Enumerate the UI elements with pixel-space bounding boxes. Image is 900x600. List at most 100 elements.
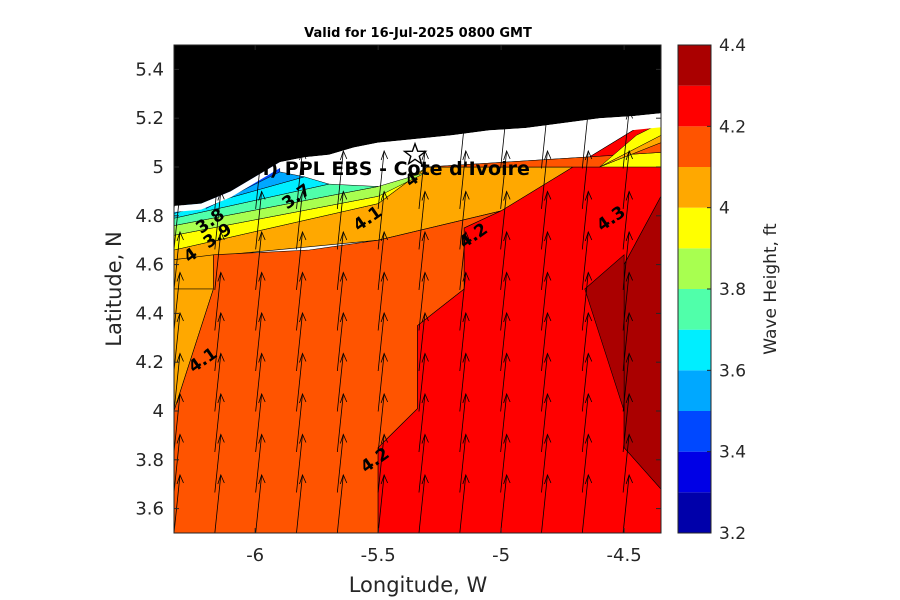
direction-arrow	[336, 272, 344, 331]
direction-arrow-head	[217, 392, 225, 404]
direction-arrow-head	[462, 230, 470, 242]
direction-arrow-head	[544, 433, 552, 444]
direction-arrow	[622, 474, 630, 533]
colorbar-tick-label: 4.4	[719, 36, 746, 56]
direction-arrow-head	[503, 433, 511, 444]
direction-arrow-head	[339, 271, 348, 282]
plot-area: 3.83.944.14.14.24.34.23.74(ONHYM) PPL EB…	[174, 45, 661, 533]
y-tick-label: 3.6	[135, 499, 164, 520]
direction-arrow	[459, 191, 467, 250]
direction-arrow-head	[258, 433, 266, 444]
direction-arrow-head	[176, 230, 184, 242]
direction-arrow	[255, 150, 263, 210]
direction-arrow	[500, 191, 508, 250]
colorbar-band	[678, 207, 711, 249]
colorbar-band	[678, 248, 711, 289]
direction-arrow	[581, 393, 589, 453]
direction-arrow-head	[584, 109, 593, 120]
direction-arrow	[622, 393, 630, 453]
direction-arrow	[581, 150, 589, 210]
direction-arrow-head	[625, 433, 633, 444]
direction-arrow-head	[380, 271, 389, 282]
colorbar-tick-label: 4	[719, 199, 730, 219]
direction-arrow	[296, 231, 303, 291]
direction-arrow-head	[258, 149, 266, 161]
direction-arrow	[459, 474, 467, 533]
direction-arrow-head	[584, 311, 593, 323]
direction-arrow-head	[544, 271, 552, 282]
direction-arrow	[336, 434, 344, 493]
direction-arrow	[500, 393, 508, 453]
colorbar-tick-label: 3.6	[719, 361, 746, 381]
direction-arrow-head	[462, 473, 470, 485]
direction-arrow	[541, 312, 548, 372]
nearshore-band-1	[174, 171, 428, 236]
nearshore-band-8	[599, 122, 661, 168]
direction-arrow-head	[462, 109, 470, 120]
direction-arrow	[214, 393, 222, 453]
y-tick-label: 4.4	[135, 303, 164, 324]
direction-arrow	[459, 150, 467, 210]
direction-arrow	[296, 353, 303, 412]
direction-arrow	[214, 474, 222, 533]
direction-arrow	[336, 312, 344, 372]
direction-arrow	[541, 110, 548, 169]
direction-arrow-head	[503, 352, 511, 363]
direction-arrow-head	[625, 271, 633, 282]
direction-arrow	[174, 353, 181, 412]
colorbar-band	[678, 85, 711, 127]
direction-arrow-head	[503, 392, 511, 404]
direction-arrow	[174, 474, 181, 533]
direction-arrow	[255, 353, 263, 412]
direction-arrow	[541, 150, 548, 210]
colorbar: 3.2 3.4 3.6 3.8 4 4.2 4.4	[677, 36, 746, 544]
direction-arrow	[622, 272, 630, 331]
direction-arrow-head	[380, 392, 389, 404]
colorbar-label: Wave Height, ft	[761, 223, 781, 355]
direction-arrow	[418, 393, 426, 453]
direction-arrow-head	[176, 311, 184, 323]
direction-arrow-head	[462, 190, 470, 201]
direction-arrow-head	[584, 473, 593, 485]
direction-arrow-head	[339, 190, 348, 201]
direction-arrow-head	[258, 271, 266, 282]
direction-arrow-head	[625, 190, 633, 201]
direction-arrow-head	[217, 149, 225, 161]
direction-arrow-head	[503, 109, 511, 120]
direction-arrow	[500, 110, 508, 169]
direction-arrow-head	[299, 149, 307, 161]
direction-arrow-head	[339, 433, 348, 444]
direction-arrow	[174, 231, 181, 291]
direction-arrow-head	[625, 311, 633, 323]
direction-arrow-head	[299, 352, 307, 363]
x-axis-label: Longitude, W	[349, 573, 488, 597]
direction-arrow	[418, 231, 426, 291]
direction-arrow	[459, 231, 467, 291]
direction-arrow	[174, 272, 181, 331]
x-tick-label: -5	[492, 545, 510, 566]
direction-arrow	[336, 231, 344, 291]
direction-arrow-head	[584, 149, 593, 161]
colorbar-band	[678, 411, 711, 452]
direction-arrow	[296, 474, 303, 533]
colorbar-band	[678, 126, 711, 167]
direction-arrow	[255, 231, 263, 291]
direction-arrow-head	[544, 473, 552, 485]
direction-arrow-head	[462, 311, 470, 323]
direction-arrow-head	[258, 473, 266, 485]
direction-arrow	[500, 231, 508, 291]
direction-arrow	[296, 434, 303, 493]
direction-arrow	[377, 434, 385, 493]
direction-arrow-head	[258, 230, 266, 242]
direction-arrow	[418, 434, 426, 493]
direction-arrow	[174, 393, 181, 453]
direction-arrow-head	[421, 473, 429, 485]
land-mass	[174, 45, 661, 206]
direction-arrow	[459, 434, 467, 493]
direction-arrow	[336, 474, 344, 533]
direction-arrow	[541, 353, 548, 412]
x-tick-label: -5.5	[361, 545, 396, 566]
y-tick-label: 4.6	[135, 255, 164, 276]
colorbar-tick-label: 3.8	[719, 280, 746, 300]
